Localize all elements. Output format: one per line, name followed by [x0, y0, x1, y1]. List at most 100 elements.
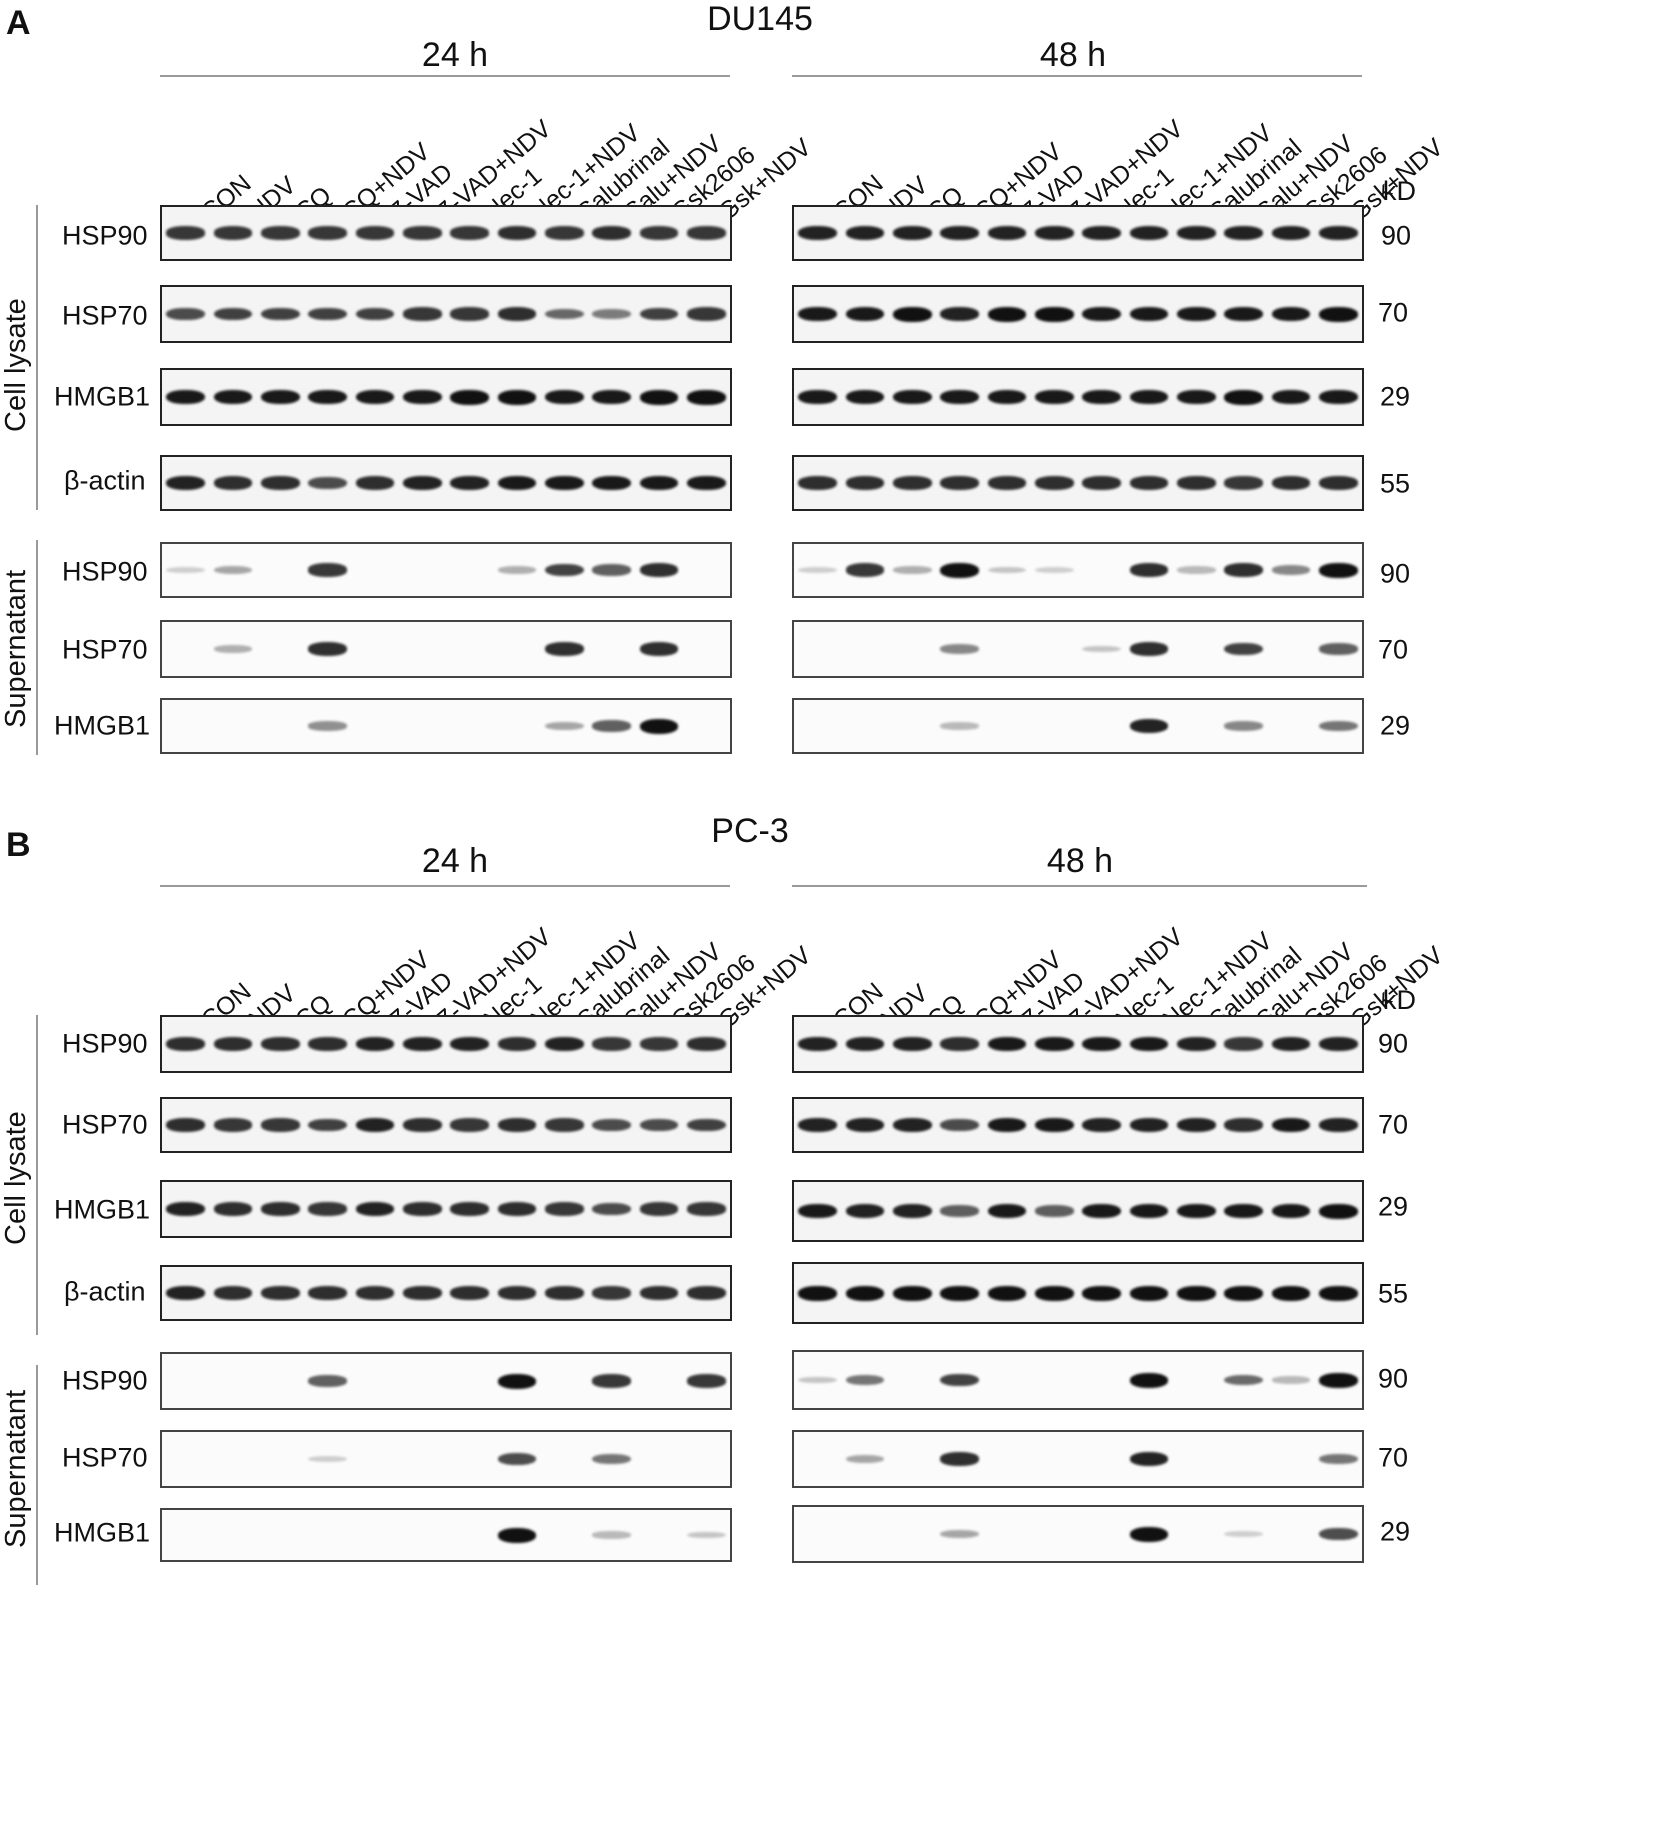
blot-a-48h-hmgb1-sup	[792, 698, 1364, 754]
band	[592, 1374, 632, 1388]
band	[686, 1118, 726, 1132]
band	[497, 566, 537, 574]
band	[544, 1202, 584, 1216]
band	[940, 306, 980, 322]
band	[1129, 1285, 1169, 1301]
band	[1034, 306, 1074, 322]
blot-b-24h-hmgb1-sup	[160, 1508, 732, 1562]
band	[166, 1118, 206, 1132]
band	[639, 642, 679, 656]
band	[1224, 1118, 1264, 1132]
band	[213, 1286, 253, 1300]
row-label: HSP70	[62, 1442, 148, 1473]
row-label: HMGB1	[54, 381, 151, 412]
band	[497, 1202, 537, 1216]
band	[940, 476, 980, 490]
band	[592, 1037, 632, 1051]
band	[1129, 306, 1169, 322]
band	[592, 1286, 632, 1300]
band	[260, 389, 300, 405]
band	[592, 226, 632, 240]
band	[213, 645, 253, 653]
band	[845, 1454, 885, 1464]
band	[1271, 225, 1311, 241]
band	[940, 1118, 980, 1132]
band	[686, 1037, 726, 1051]
band	[1224, 1285, 1264, 1301]
band	[798, 225, 838, 241]
band	[355, 1201, 395, 1217]
band	[686, 1374, 726, 1388]
band	[987, 1036, 1027, 1052]
band	[213, 476, 253, 490]
band	[1271, 1376, 1311, 1384]
group-bracket-supernatant-b	[36, 1365, 38, 1585]
blot-b-24h-hsp70-lysate	[160, 1097, 732, 1153]
band	[1224, 1374, 1264, 1386]
band	[1176, 389, 1216, 405]
band	[166, 226, 206, 240]
kd-value: 29	[1380, 1516, 1411, 1547]
band	[260, 226, 300, 240]
band	[355, 1117, 395, 1133]
band	[1082, 225, 1122, 241]
band	[940, 1452, 980, 1466]
band	[355, 389, 395, 405]
blot-b-48h-hsp90-lysate	[792, 1015, 1364, 1073]
band	[308, 226, 348, 240]
band	[1318, 1453, 1358, 1465]
band	[1271, 306, 1311, 322]
band	[639, 389, 679, 405]
band	[450, 1118, 490, 1132]
band	[1318, 1372, 1358, 1388]
band	[497, 1037, 537, 1051]
kd-value: 70	[1378, 1442, 1409, 1473]
band	[1271, 1117, 1311, 1133]
band	[940, 225, 980, 241]
band	[1271, 565, 1311, 575]
band	[592, 475, 632, 491]
time-divider-a-48h	[792, 75, 1362, 77]
band	[1318, 643, 1358, 655]
band	[798, 1285, 838, 1301]
time-divider-b-48h	[792, 885, 1367, 887]
band	[1129, 563, 1169, 577]
band	[1129, 718, 1169, 734]
blot-a-24h-actin-lysate	[160, 455, 732, 511]
band	[1129, 1526, 1169, 1542]
band	[544, 308, 584, 320]
kd-value: 90	[1381, 220, 1412, 251]
band	[166, 475, 206, 491]
band	[1224, 476, 1264, 490]
row-label: HSP70	[62, 300, 148, 331]
band	[1129, 1451, 1169, 1467]
band	[1034, 566, 1074, 574]
group-bracket-cell-lysate-b	[36, 1015, 38, 1335]
band	[355, 1286, 395, 1300]
band	[450, 307, 490, 321]
blot-b-48h-hsp70-sup	[792, 1430, 1364, 1488]
band	[213, 389, 253, 405]
band	[940, 644, 980, 654]
blot-b-48h-actin-lysate	[792, 1262, 1364, 1324]
band	[1034, 1285, 1074, 1301]
band	[798, 306, 838, 322]
band	[260, 1118, 300, 1132]
band	[1129, 1117, 1169, 1133]
band	[639, 718, 679, 734]
band	[1082, 1036, 1122, 1052]
blot-a-48h-hsp70-sup	[792, 620, 1364, 678]
band	[1176, 306, 1216, 322]
band	[892, 566, 932, 574]
row-label: HSP70	[62, 1109, 148, 1140]
band	[308, 1118, 348, 1132]
band	[592, 1202, 632, 1216]
band	[402, 1286, 442, 1300]
band	[213, 307, 253, 321]
kd-value: 90	[1378, 1028, 1409, 1059]
band	[1129, 1203, 1169, 1219]
kd-value: 70	[1378, 634, 1409, 665]
band	[940, 1529, 980, 1539]
band	[308, 721, 348, 731]
band	[987, 389, 1027, 405]
